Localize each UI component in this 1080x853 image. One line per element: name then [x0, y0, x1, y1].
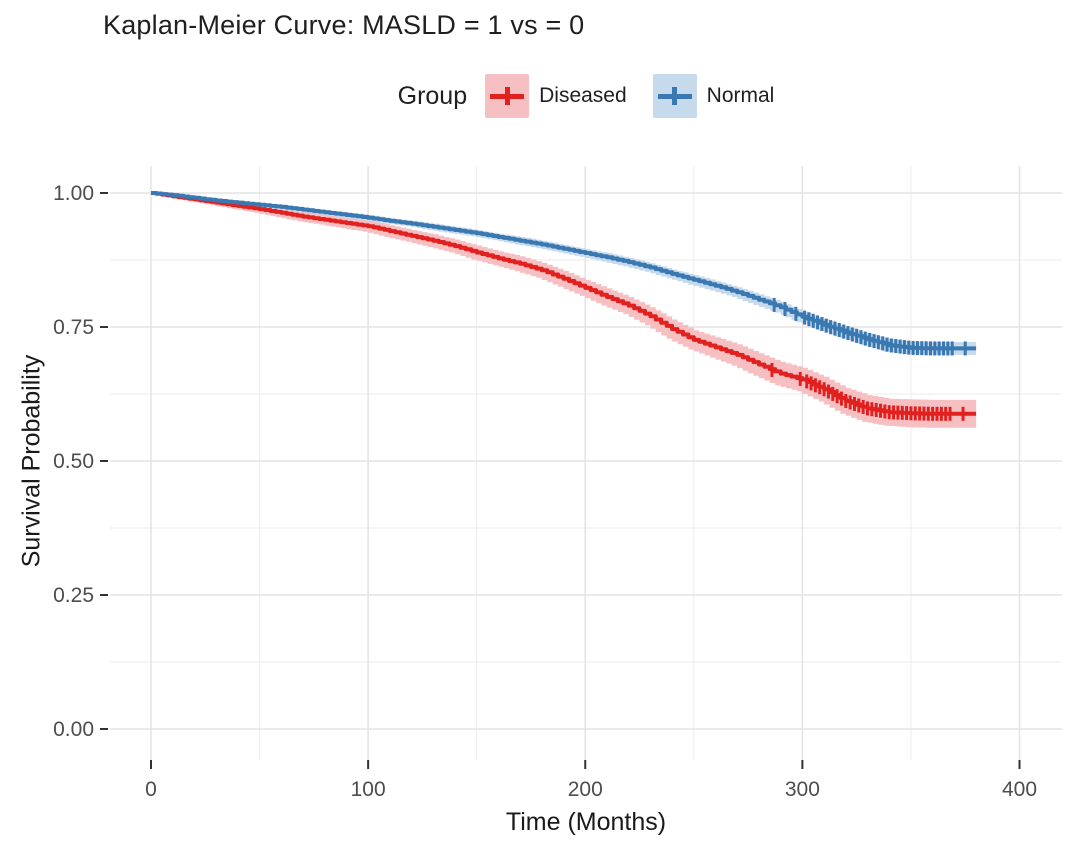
axes: 1.00 0.75 0.50 0.25 0.00 0 100 200 300 400: [53, 182, 1037, 801]
x-tick-label: 0: [145, 778, 157, 801]
x-tick-label: 200: [568, 778, 603, 801]
legend-entry-normal: Normal: [652, 74, 775, 118]
chart-title: Kaplan-Meier Curve: MASLD = 1 vs = 0: [103, 10, 585, 40]
legend-label-normal: Normal: [706, 84, 775, 107]
legend-title: Group: [397, 81, 468, 110]
gridlines-major: [110, 166, 1062, 760]
normal-censor-plus-icon: [652, 74, 697, 118]
y-tick-label: 0.00: [53, 718, 94, 741]
x-tick-label: 100: [351, 778, 386, 801]
confidence-bands: [151, 193, 977, 428]
y-tick-label: 0.25: [53, 584, 94, 607]
x-axis-title: Time (Months): [505, 808, 667, 836]
legend: Group Diseased Normal: [96, 74, 1076, 118]
y-axis-title: Survival Probability: [17, 354, 46, 568]
legend-entry-diseased: Diseased: [485, 74, 627, 118]
diseased-key-vertical-bar: [504, 87, 510, 105]
legend-label-diseased: Diseased: [539, 84, 627, 107]
y-tick-label: 1.00: [53, 182, 94, 205]
series-diseased: [151, 191, 977, 421]
x-tick-label: 400: [1002, 778, 1037, 801]
x-tick-label: 300: [785, 778, 820, 801]
survival-curve-diseased: [151, 191, 977, 416]
normal-key-vertical-bar: [672, 87, 678, 105]
series-normal: [151, 191, 977, 356]
ci-band-diseased: [151, 193, 977, 428]
y-tick-label: 0.75: [53, 316, 94, 339]
diseased-censor-plus-icon: [485, 74, 530, 118]
y-tick-label: 0.50: [53, 450, 94, 473]
